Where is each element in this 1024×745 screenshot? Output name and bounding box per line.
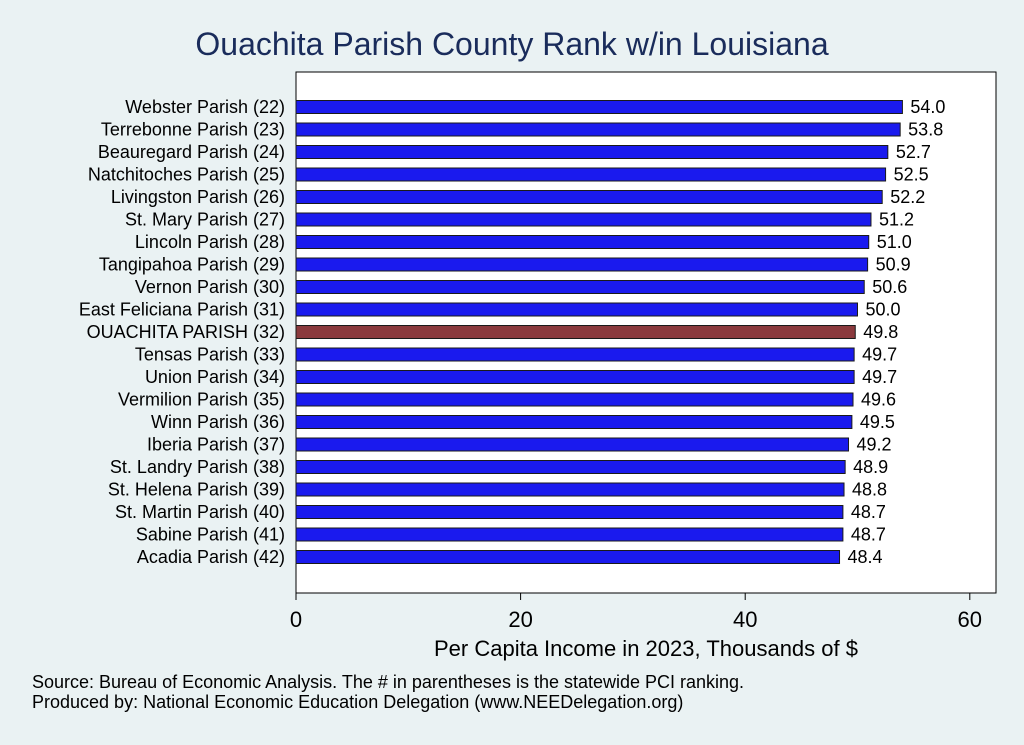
bar: [295, 415, 853, 429]
category-label: Acadia Parish (42): [137, 547, 285, 567]
bar: [295, 190, 883, 204]
category-label: Iberia Parish (37): [147, 435, 285, 455]
bar: [295, 122, 901, 137]
x-tick-label: 0: [290, 607, 302, 632]
x-tick-label: 60: [958, 607, 982, 632]
category-labels: Webster Parish (22) Terrebonne Parish (23…: [79, 97, 285, 567]
bar: [295, 257, 869, 272]
category-label: Livingston Parish (26): [111, 187, 285, 207]
category-label: Union Parish (34): [145, 367, 285, 387]
value-labels: 54.0 53.852.7 52.552.2 51.251.0 50.950.6 50.0…: [848, 97, 946, 567]
value-label: 49.7: [862, 367, 897, 387]
category-label: Webster Parish (22): [125, 97, 285, 117]
value-label: 53.8: [908, 120, 943, 140]
bar: [295, 212, 872, 227]
bar: [295, 392, 854, 407]
x-tick-label: 40: [733, 607, 757, 632]
source-note: Source: Bureau of Economic Analysis. The…: [32, 672, 745, 692]
x-axis-label: Per Capita Income in 2023, Thousands of …: [434, 636, 858, 661]
bar: [295, 550, 841, 564]
category-label: Winn Parish (36): [151, 412, 285, 432]
value-label: 52.2: [890, 187, 925, 207]
produced-by-note: Produced by: National Economic Education…: [32, 692, 684, 712]
category-label: St. Martin Parish (40): [115, 502, 285, 522]
chart-title: Ouachita Parish County Rank w/in Louisia…: [195, 26, 829, 62]
value-label: 50.0: [866, 300, 901, 320]
category-label: Lincoln Parish (28): [135, 232, 285, 252]
bar: [295, 167, 887, 182]
bar: [295, 482, 845, 497]
value-label: 49.2: [857, 435, 892, 455]
value-label: 48.9: [853, 457, 888, 477]
bar: [295, 280, 865, 294]
value-label: 50.6: [872, 277, 907, 297]
bar: [295, 437, 850, 452]
bar: [295, 505, 844, 519]
x-tick-label: 20: [508, 607, 532, 632]
bar: [295, 235, 870, 249]
value-label: 49.7: [862, 345, 897, 365]
category-label: Vernon Parish (30): [135, 277, 285, 297]
category-label: Tensas Parish (33): [135, 345, 285, 365]
category-label: Terrebonne Parish (23): [101, 120, 285, 140]
bar: [295, 460, 846, 474]
category-label: Natchitoches Parish (25): [88, 165, 285, 185]
bar: [295, 100, 903, 114]
value-label: 48.7: [851, 502, 886, 522]
bar: [295, 302, 858, 317]
value-label: 50.9: [876, 255, 911, 275]
category-label: Beauregard Parish (24): [98, 142, 285, 162]
value-label: 52.7: [896, 142, 931, 162]
bar: [295, 370, 855, 384]
category-label: St. Helena Parish (39): [108, 480, 285, 500]
bar: [295, 325, 856, 339]
category-label: St. Mary Parish (27): [125, 210, 285, 230]
category-label: Vermilion Parish (35): [118, 390, 285, 410]
category-label: East Feliciana Parish (31): [79, 300, 285, 320]
value-label: 48.8: [852, 480, 887, 500]
category-label: St. Landry Parish (38): [110, 457, 285, 477]
value-label: 52.5: [894, 165, 929, 185]
value-label: 51.2: [879, 210, 914, 230]
category-label: Sabine Parish (41): [136, 525, 285, 545]
value-label: 51.0: [877, 232, 912, 252]
category-label: OUACHITA PARISH (32): [87, 322, 285, 342]
x-axis: 0 20 40 60: [290, 593, 982, 632]
category-label: Tangipahoa Parish (29): [99, 255, 285, 275]
value-label: 49.8: [863, 322, 898, 342]
value-label: 48.4: [848, 547, 883, 567]
value-label: 49.5: [860, 412, 895, 432]
bar: [295, 347, 855, 362]
value-label: 54.0: [910, 97, 945, 117]
bars-layer: [295, 100, 903, 564]
value-label: 49.6: [861, 390, 896, 410]
value-label: 48.7: [851, 525, 886, 545]
bar: [295, 145, 889, 159]
bar: [295, 527, 844, 542]
